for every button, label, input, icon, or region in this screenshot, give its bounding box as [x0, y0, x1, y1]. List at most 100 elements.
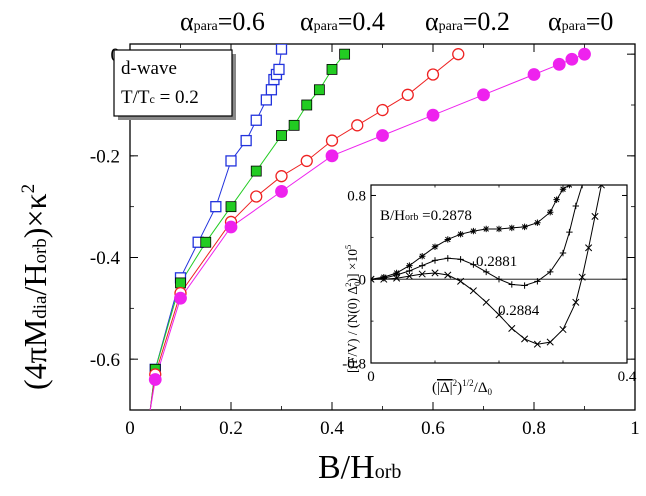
main-x-tick-labels: 0 0.2 0.4 0.6 0.8 1 [125, 418, 640, 439]
data-point-series-3 [325, 149, 339, 163]
data-point-series-2 [495, 311, 503, 319]
data-point-series-2 [250, 190, 263, 203]
data-point-series-2 [591, 212, 599, 220]
data-point-series-1 [406, 267, 413, 275]
data-point-series-1 [566, 228, 573, 236]
data-point-series-2 [508, 324, 516, 333]
data-point-series-0 [508, 224, 515, 232]
data-point-series-0 [225, 155, 237, 167]
data-point-series-1 [483, 268, 490, 276]
inset-y-tick-labels: 0.8 0 -0.8 [342, 189, 366, 373]
data-point-series-1 [380, 274, 387, 282]
inset-label-0.2881: 0.2881 [476, 254, 517, 270]
data-point-series-1 [495, 276, 503, 283]
data-point-series-2 [371, 275, 375, 283]
data-point-series-2 [380, 275, 388, 283]
data-point-series-0 [210, 201, 222, 213]
main-x-axis-label: B/Horb [318, 449, 401, 486]
series-line-0 [371, 185, 570, 280]
x-tick-label: 0.8 [522, 418, 546, 439]
d-wave-info-box: d-wave T/Tc = 0.2 [113, 49, 236, 120]
inset-y-axis-label: [(F/V) / (N(0) Δ02)] ×105 [343, 245, 362, 373]
inset-x-axis-label: (|Δ|2)1/2/Δ0 [432, 378, 493, 397]
inset-x-tick-labels: 0 0.4 [367, 369, 637, 385]
info-box-panel [113, 49, 233, 117]
data-point-series-2 [444, 271, 452, 279]
data-point-series-0 [521, 223, 528, 231]
info-box-line2: T/Tc = 0.2 [121, 87, 199, 108]
data-point-series-3 [376, 129, 389, 142]
series-label-0.2: αpara=0.2 [425, 7, 510, 36]
data-point-series-0 [260, 94, 273, 106]
x-tick-label: 0.2 [219, 418, 243, 439]
data-point-series-1 [419, 262, 426, 269]
data-point-series-1 [470, 261, 477, 268]
data-point-series-3 [578, 47, 591, 61]
data-point-series-2 [426, 68, 440, 81]
data-point-series-2 [300, 154, 313, 168]
series-label-0.4: αpara=0.4 [300, 7, 385, 36]
data-point-series-3 [148, 373, 162, 386]
data-point-series-3 [477, 88, 490, 102]
y-tick-label: -0.2 [90, 146, 120, 167]
data-point-series-2 [393, 274, 401, 282]
data-point-series-1 [200, 236, 212, 248]
data-point-series-0 [273, 63, 285, 76]
data-point-series-0 [250, 114, 262, 126]
data-point-series-2 [469, 287, 477, 295]
data-point-series-1 [250, 165, 262, 177]
data-point-series-0 [265, 84, 278, 96]
data-point-series-1 [175, 277, 186, 289]
data-point-series-0 [470, 227, 477, 235]
y-tick-label: 0 [359, 272, 367, 288]
data-point-series-0 [419, 253, 426, 260]
data-point-series-1 [371, 276, 375, 283]
data-point-series-2 [578, 273, 586, 281]
data-point-series-2 [572, 298, 580, 306]
series-labels: αpara=0.6 αpara=0.4 αpara=0.2 αpara=0 [180, 7, 613, 36]
info-box-line1: d-wave [121, 58, 177, 79]
y-tick-label: -0.6 [90, 350, 120, 371]
data-point-series-1 [326, 64, 338, 75]
data-point-series-2 [275, 170, 288, 183]
inset-series-markers [371, 185, 605, 348]
y-tick-label: -0.4 [90, 248, 121, 269]
inset-plot-frame [370, 184, 628, 364]
data-point-series-2 [351, 119, 364, 132]
x-tick-label: 0.4 [618, 369, 637, 385]
data-point-series-1 [457, 256, 464, 263]
data-point-series-3 [224, 220, 238, 234]
x-tick-label: 1 [630, 418, 640, 439]
data-point-series-1 [572, 202, 579, 210]
data-point-series-1 [521, 282, 528, 289]
data-point-series-1 [579, 185, 586, 189]
data-point-series-1 [225, 201, 237, 213]
data-point-series-0 [547, 209, 554, 216]
inset-label-0.2884: 0.2884 [498, 303, 540, 319]
data-point-series-3 [527, 68, 541, 81]
data-point-series-2 [405, 272, 413, 280]
data-point-series-2 [457, 277, 465, 285]
data-point-series-3 [426, 108, 440, 122]
x-tick-label: 0.4 [320, 418, 344, 439]
data-point-series-2 [482, 298, 490, 306]
data-point-series-1 [393, 271, 400, 279]
data-point-series-0 [240, 134, 252, 147]
data-point-series-0 [566, 185, 573, 189]
data-point-series-0 [559, 185, 567, 193]
data-point-series-2 [431, 269, 439, 277]
data-point-series-2 [559, 325, 567, 334]
main-y-axis-label: (4πMdia/Horb)×κ2 [17, 184, 53, 390]
data-point-series-1 [508, 281, 515, 288]
data-point-series-2 [325, 134, 339, 147]
x-tick-label: 0.6 [421, 418, 445, 439]
series-label-0: αpara=0 [548, 7, 613, 36]
data-point-series-2 [376, 103, 389, 117]
data-point-series-3 [552, 57, 566, 71]
data-point-series-1 [339, 48, 351, 60]
data-point-series-2 [546, 338, 554, 346]
data-point-series-2 [597, 185, 605, 189]
data-point-series-0 [483, 225, 490, 233]
data-point-series-1 [444, 255, 451, 262]
